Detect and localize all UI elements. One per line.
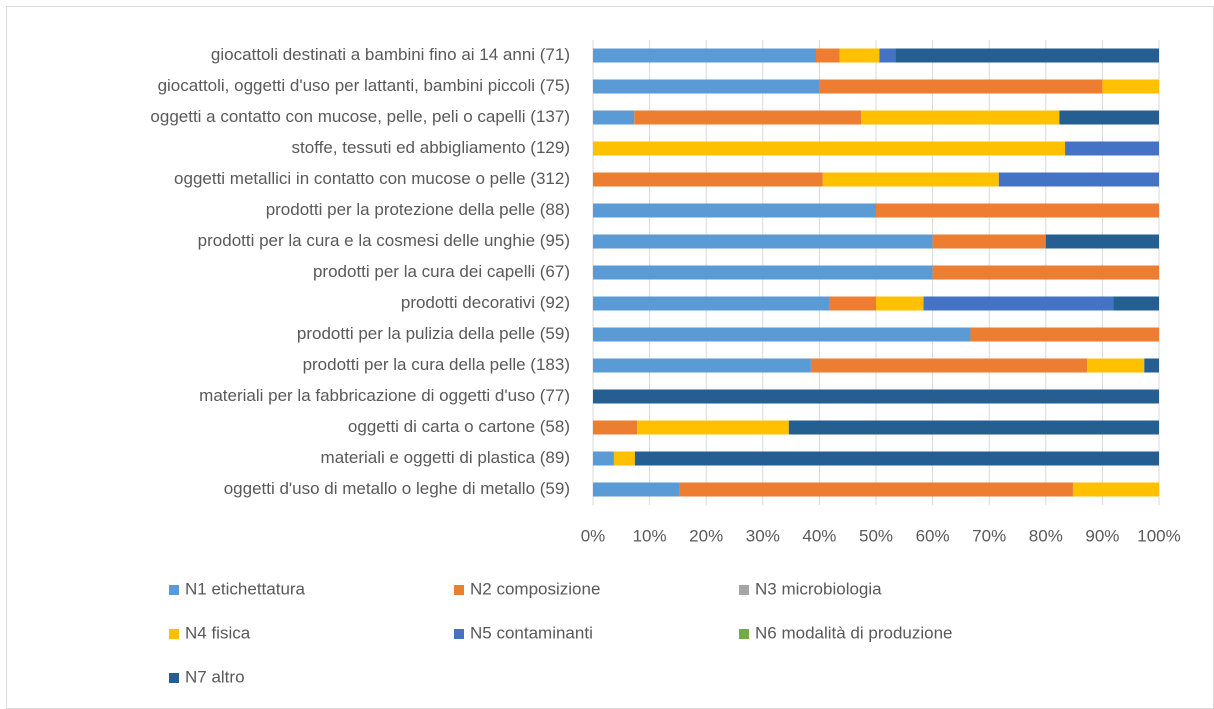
- y-tick-label: prodotti per la cura e la cosmesi delle …: [198, 231, 570, 250]
- bar-segment: [1059, 110, 1159, 125]
- y-tick-label: giocattoli, oggetti d'uso per lattanti, …: [158, 76, 570, 95]
- legend-label: N6 modalità di produzione: [755, 623, 953, 642]
- legend-label: N1 etichettatura: [185, 579, 306, 598]
- bar-segment: [634, 110, 862, 125]
- bar-segment: [1065, 141, 1159, 156]
- bar-segment: [895, 48, 1159, 63]
- bar-segment: [593, 234, 933, 249]
- x-tick-label: 10%: [633, 526, 667, 545]
- bar-segment: [923, 296, 1114, 311]
- y-tick-label: giocattoli destinati a bambini fino ai 1…: [211, 45, 570, 64]
- y-tick-label: oggetti a contatto con mucose, pelle, pe…: [150, 107, 570, 126]
- x-tick-label: 80%: [1029, 526, 1063, 545]
- legend-swatch: [739, 629, 749, 639]
- legend-swatch: [739, 585, 749, 595]
- x-tick-label: 20%: [689, 526, 723, 545]
- legend-swatch: [169, 673, 179, 683]
- bar-segment: [593, 172, 823, 187]
- legend-label: N2 composizione: [470, 579, 600, 598]
- y-tick-label: stoffe, tessuti ed abbigliamento (129): [292, 138, 570, 157]
- bar-segment: [822, 172, 999, 187]
- bar-segment: [998, 172, 1159, 187]
- x-tick-label: 70%: [972, 526, 1006, 545]
- y-tick-label: oggetti metallici in contatto con mucose…: [174, 169, 570, 188]
- x-tick-label: 90%: [1085, 526, 1119, 545]
- bar-segment: [829, 296, 876, 311]
- legend-swatch: [169, 585, 179, 595]
- bar-segment: [593, 451, 614, 466]
- bar-segment: [593, 141, 1066, 156]
- bar-segment: [788, 420, 1159, 435]
- y-tick-label: prodotti per la cura dei capelli (67): [313, 262, 570, 281]
- legend-swatch: [169, 629, 179, 639]
- bar-segment: [1113, 296, 1159, 311]
- bar-segment: [819, 79, 1103, 94]
- bar-segment: [593, 482, 680, 497]
- y-tick-label: prodotti per la pulizia della pelle (59): [297, 324, 570, 343]
- x-tick-label: 50%: [859, 526, 893, 545]
- legend-label: N5 contaminanti: [470, 623, 593, 642]
- bar-segment: [1072, 482, 1159, 497]
- bar-segment: [634, 451, 1159, 466]
- bar-segment: [637, 420, 789, 435]
- bar-segment: [593, 296, 830, 311]
- bar-segment: [679, 482, 1073, 497]
- x-tick-label: 0%: [581, 526, 606, 545]
- x-tick-label: 30%: [746, 526, 780, 545]
- bar-segment: [1102, 79, 1159, 94]
- y-tick-label: oggetti d'uso di metallo o leghe di meta…: [224, 479, 570, 498]
- y-tick-label: prodotti per la protezione della pelle (…: [266, 200, 570, 219]
- bar-segment: [1087, 358, 1145, 373]
- legend-label: N4 fisica: [185, 623, 251, 642]
- x-tick-label: 60%: [916, 526, 950, 545]
- x-tick-label: 100%: [1137, 526, 1180, 545]
- bar-segment: [593, 48, 817, 63]
- bar-segment: [970, 327, 1159, 342]
- bar-segment: [593, 420, 638, 435]
- y-tick-label: materiali per la fabbricazione di oggett…: [199, 386, 570, 405]
- y-tick-label: materiali e oggetti di plastica (89): [321, 448, 570, 467]
- bar-segment: [861, 110, 1060, 125]
- bar-segment: [876, 296, 924, 311]
- bar-segment: [1144, 358, 1159, 373]
- bar-segment: [593, 110, 635, 125]
- bar-segment: [593, 327, 971, 342]
- bar-segment: [932, 265, 1159, 280]
- legend-swatch: [454, 585, 464, 595]
- y-tick-label: prodotti per la cura della pelle (183): [303, 355, 570, 374]
- bar-segment: [593, 203, 876, 218]
- bar-segment: [1045, 234, 1159, 249]
- bar-segment: [879, 48, 896, 63]
- bar-segment: [593, 265, 933, 280]
- bar-segment: [876, 203, 1159, 218]
- legend-label: N7 altro: [185, 667, 245, 686]
- x-tick-label: 40%: [802, 526, 836, 545]
- legend-label: N3 microbiologia: [755, 579, 882, 598]
- bar-segment: [593, 389, 1159, 404]
- legend-swatch: [454, 629, 464, 639]
- bar-segment: [816, 48, 840, 63]
- y-tick-label: prodotti decorativi (92): [401, 293, 570, 312]
- bar-segment: [593, 79, 820, 94]
- bar-segment: [593, 358, 811, 373]
- bar-segment: [839, 48, 880, 63]
- bar-segment: [932, 234, 1046, 249]
- bar-segment: [613, 451, 635, 466]
- y-tick-label: oggetti di carta o cartone (58): [348, 417, 570, 436]
- bar-segment: [810, 358, 1088, 373]
